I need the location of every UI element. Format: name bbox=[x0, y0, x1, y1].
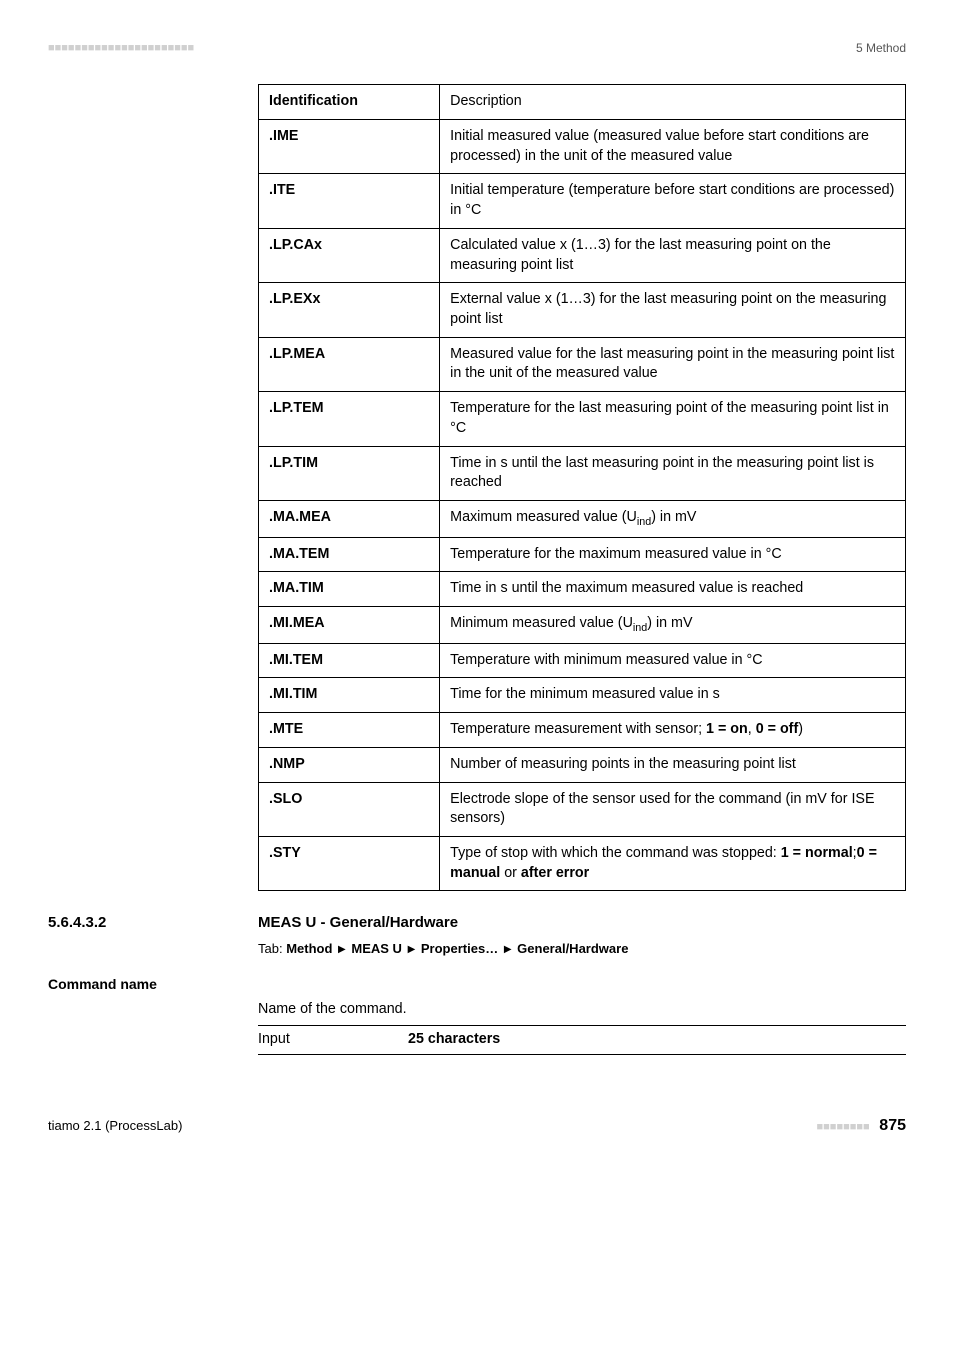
table-cell-desc: Time in s until the maximum measured val… bbox=[440, 572, 906, 607]
tab-part-method: Method bbox=[286, 941, 332, 956]
table-cell-id: .LP.MEA bbox=[259, 337, 440, 391]
table-cell-id: .LP.TEM bbox=[259, 392, 440, 446]
section-title: MEAS U - General/Hardware bbox=[258, 913, 458, 933]
table-row: .NMPNumber of measuring points in the me… bbox=[259, 747, 906, 782]
table-cell-desc: Temperature with minimum measured value … bbox=[440, 643, 906, 678]
table-cell-desc: Minimum measured value (Uind) in mV bbox=[440, 607, 906, 644]
footer-left: tiamo 2.1 (ProcessLab) bbox=[48, 1117, 182, 1135]
table-row: .MA.MEAMaximum measured value (Uind) in … bbox=[259, 500, 906, 537]
tab-part-properties: Properties… bbox=[421, 941, 498, 956]
table-row: .SLOElectrode slope of the sensor used f… bbox=[259, 782, 906, 836]
table-cell-desc: Temperature for the maximum measured val… bbox=[440, 537, 906, 572]
table-row: .MTETemperature measurement with sensor;… bbox=[259, 713, 906, 748]
table-cell-id: .MI.MEA bbox=[259, 607, 440, 644]
table-cell-id: .MTE bbox=[259, 713, 440, 748]
table-row: .STYType of stop with which the command … bbox=[259, 837, 906, 891]
header-dashes: ■■■■■■■■■■■■■■■■■■■■■■ bbox=[48, 41, 194, 56]
page-footer: tiamo 2.1 (ProcessLab) ■■■■■■■■ 875 bbox=[48, 1115, 906, 1137]
table-cell-id: .LP.CAx bbox=[259, 228, 440, 282]
table-cell-id: .MI.TIM bbox=[259, 678, 440, 713]
table-cell-id: .IME bbox=[259, 119, 440, 173]
table-row: .LP.EXxExternal value x (1…3) for the la… bbox=[259, 283, 906, 337]
table-row: .ITEInitial temperature (temperature bef… bbox=[259, 174, 906, 228]
table-cell-id: .SLO bbox=[259, 782, 440, 836]
table-row: .LP.TIMTime in s until the last measurin… bbox=[259, 446, 906, 500]
table-cell-desc: Time in s until the last measuring point… bbox=[440, 446, 906, 500]
table-cell-id: .LP.TIM bbox=[259, 446, 440, 500]
table-row: .MA.TIMTime in s until the maximum measu… bbox=[259, 572, 906, 607]
input-label: Input bbox=[258, 1030, 408, 1049]
table-cell-desc: Initial temperature (temperature before … bbox=[440, 174, 906, 228]
table-cell-id: .MI.TEM bbox=[259, 643, 440, 678]
input-value: 25 characters bbox=[408, 1030, 500, 1049]
tab-path: Tab: Method ▶ MEAS U ▶ Properties… ▶ Gen… bbox=[258, 940, 906, 958]
table-cell-desc: Measured value for the last measuring po… bbox=[440, 337, 906, 391]
table-header-description: Description bbox=[440, 85, 906, 120]
table-cell-desc: Maximum measured value (Uind) in mV bbox=[440, 500, 906, 537]
section-heading-row: 5.6.4.3.2 MEAS U - General/Hardware bbox=[258, 913, 906, 933]
table-cell-id: .ITE bbox=[259, 174, 440, 228]
tab-prefix: Tab: bbox=[258, 941, 283, 956]
command-name-text: Name of the command. bbox=[258, 1000, 906, 1019]
table-cell-desc: Type of stop with which the command was … bbox=[440, 837, 906, 891]
table-cell-desc: Time for the minimum measured value in s bbox=[440, 678, 906, 713]
table-row: .MI.TEMTemperature with minimum measured… bbox=[259, 643, 906, 678]
main-content: Identification Description .IMEInitial m… bbox=[48, 84, 906, 1055]
tab-sep-icon: ▶ bbox=[502, 944, 514, 955]
table-cell-desc: External value x (1…3) for the last meas… bbox=[440, 283, 906, 337]
tab-sep-icon: ▶ bbox=[336, 944, 348, 955]
table-row: .IMEInitial measured value (measured val… bbox=[259, 119, 906, 173]
input-spec-row: Input 25 characters bbox=[258, 1025, 906, 1054]
table-cell-id: .STY bbox=[259, 837, 440, 891]
table-cell-desc: Initial measured value (measured value b… bbox=[440, 119, 906, 173]
table-row: .MI.MEAMinimum measured value (Uind) in … bbox=[259, 607, 906, 644]
page-number: 875 bbox=[879, 1117, 906, 1134]
tab-part-general: General/Hardware bbox=[517, 941, 628, 956]
tab-sep-icon: ▶ bbox=[406, 944, 418, 955]
table-cell-desc: Number of measuring points in the measur… bbox=[440, 747, 906, 782]
header-section-label: 5 Method bbox=[856, 40, 906, 56]
table-header-identification: Identification bbox=[259, 85, 440, 120]
footer-dashes: ■■■■■■■■ bbox=[817, 1121, 870, 1133]
table-cell-id: .LP.EXx bbox=[259, 283, 440, 337]
table-cell-desc: Temperature measurement with sensor; 1 =… bbox=[440, 713, 906, 748]
tab-part-measu: MEAS U bbox=[351, 941, 402, 956]
table-row: .MA.TEMTemperature for the maximum measu… bbox=[259, 537, 906, 572]
table-cell-desc: Calculated value x (1…3) for the last me… bbox=[440, 228, 906, 282]
command-name-label: Command name bbox=[48, 975, 906, 994]
identification-table: Identification Description .IMEInitial m… bbox=[258, 84, 906, 891]
table-cell-desc: Electrode slope of the sensor used for t… bbox=[440, 782, 906, 836]
table-row: .MI.TIMTime for the minimum measured val… bbox=[259, 678, 906, 713]
table-cell-id: .MA.MEA bbox=[259, 500, 440, 537]
table-row: .LP.MEAMeasured value for the last measu… bbox=[259, 337, 906, 391]
table-row: .LP.TEMTemperature for the last measurin… bbox=[259, 392, 906, 446]
table-cell-desc: Temperature for the last measuring point… bbox=[440, 392, 906, 446]
page-header: ■■■■■■■■■■■■■■■■■■■■■■ 5 Method bbox=[48, 40, 906, 56]
table-row: .LP.CAxCalculated value x (1…3) for the … bbox=[259, 228, 906, 282]
section-number: 5.6.4.3.2 bbox=[48, 913, 222, 933]
table-cell-id: .NMP bbox=[259, 747, 440, 782]
footer-right: ■■■■■■■■ 875 bbox=[817, 1115, 906, 1137]
table-cell-id: .MA.TEM bbox=[259, 537, 440, 572]
table-cell-id: .MA.TIM bbox=[259, 572, 440, 607]
